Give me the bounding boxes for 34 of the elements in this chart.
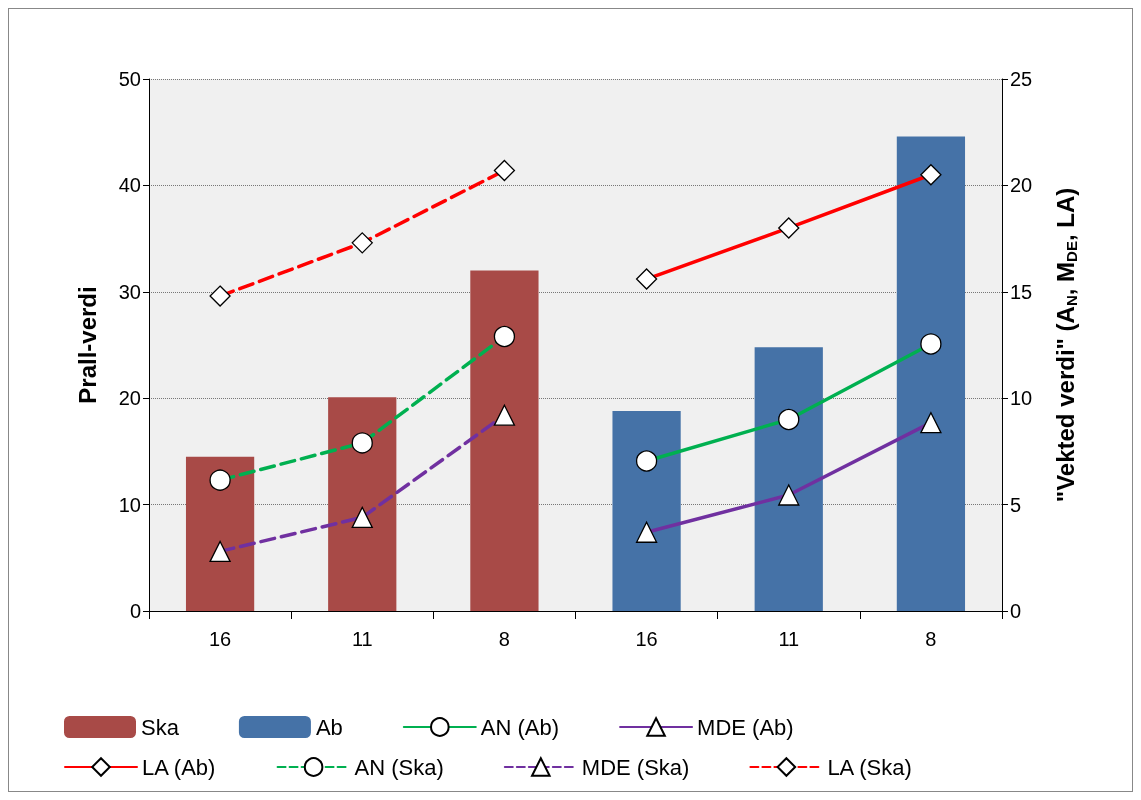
x-tick-label: 11: [351, 628, 373, 650]
y-tick-label: 20: [118, 387, 141, 410]
y-tick-label: 10: [118, 493, 141, 516]
x-tick-label: 8: [498, 628, 510, 650]
y2-tick-label: 20: [1010, 174, 1033, 197]
legend-label: LA (Ab): [142, 754, 216, 780]
y2-tick-label: 5: [1010, 493, 1022, 516]
y2-axis-title: "Vekted verdi" (AN, MDE, LA): [1052, 187, 1080, 503]
x-tick-label: 11: [778, 628, 800, 650]
legend-label: Ska: [141, 714, 180, 740]
legend-label: AN (Ab): [480, 714, 560, 740]
bar: [754, 347, 823, 611]
x-tick-label: 16: [635, 628, 658, 650]
y2-tick-label: 25: [1010, 68, 1033, 90]
y-tick-label: 30: [118, 280, 141, 303]
bar: [185, 456, 255, 611]
bar: [896, 136, 966, 611]
legend-label: LA (Ska): [827, 754, 912, 780]
y-tick-label: 40: [118, 174, 141, 197]
y2-tick-label: 0: [1010, 600, 1022, 622]
bar: [470, 270, 539, 611]
bar: [328, 397, 397, 611]
legend-label: AN (Ska): [354, 754, 444, 780]
bar: [612, 410, 681, 611]
x-tick-label: 16: [208, 628, 232, 650]
x-tick-label: 8: [925, 628, 937, 650]
legend-label: Ab: [315, 714, 343, 740]
y-tick-label: 0: [129, 600, 141, 622]
y2-tick-label: 15: [1010, 280, 1033, 303]
y-axis-title: Prall-verdi: [73, 286, 101, 404]
legend-label: MDE (Ska): [581, 754, 690, 780]
legend-label: MDE (Ab): [697, 714, 794, 740]
y2-tick-label: 10: [1010, 387, 1033, 410]
y-tick-label: 50: [118, 68, 141, 90]
